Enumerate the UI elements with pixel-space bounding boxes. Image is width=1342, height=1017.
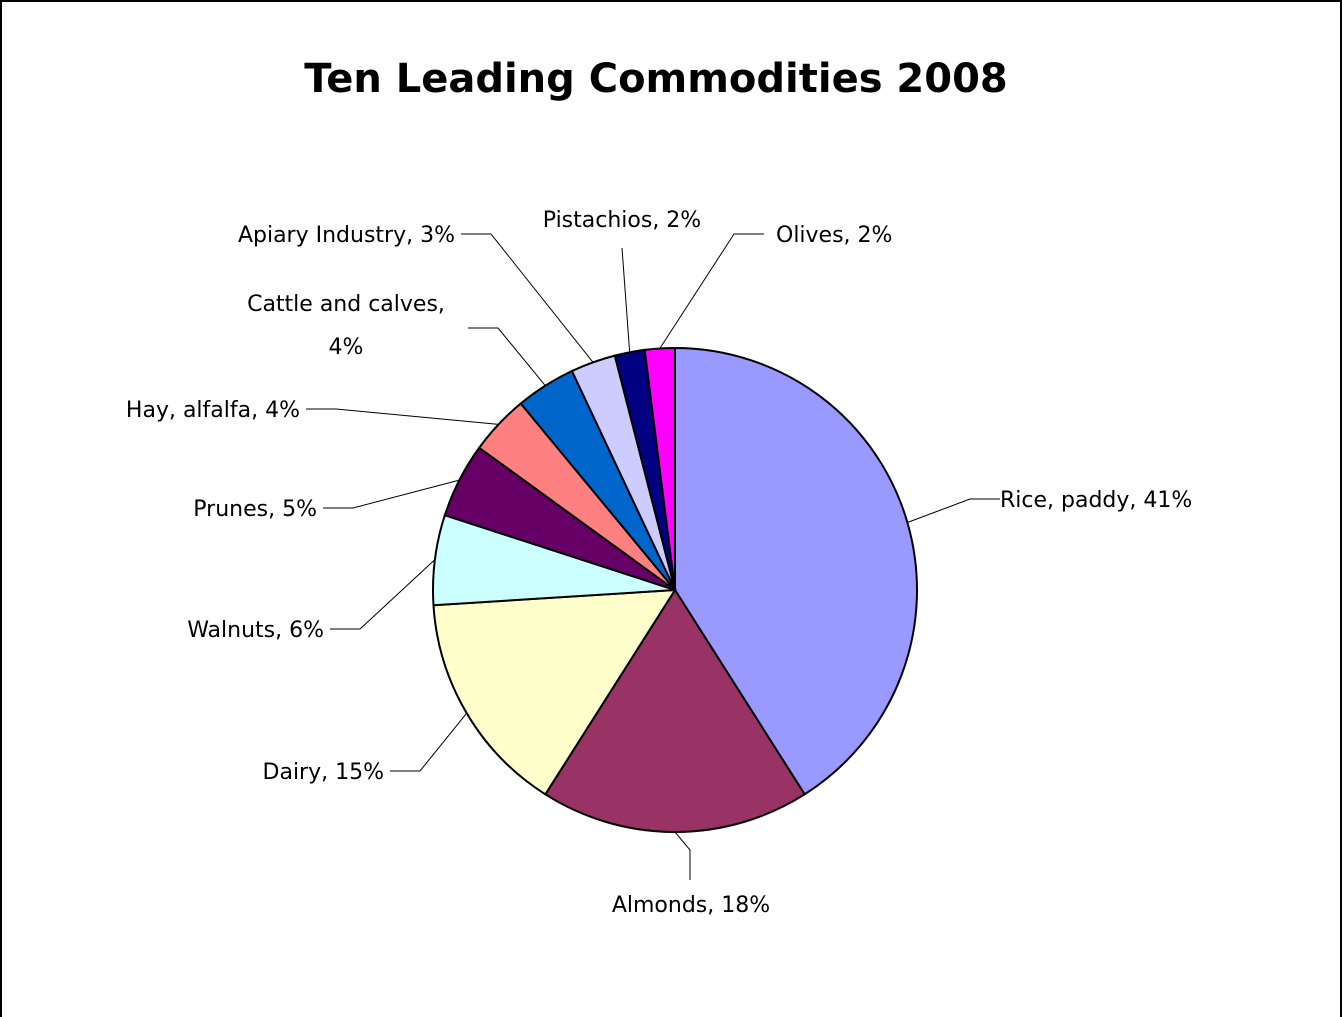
leader-line-olives [659, 233, 764, 349]
data-label-walnuts: Walnuts, 6% [187, 618, 324, 643]
data-label-dairy: Dairy, 15% [263, 760, 384, 785]
leader-lines [306, 233, 1000, 880]
data-label-cattle-and-calves: Cattle and calves, 4% [247, 292, 445, 360]
leader-line-prunes [323, 479, 460, 509]
data-label-apiary-industry: Apiary Industry, 3% [238, 223, 455, 248]
data-label-hay-alfalfa: Hay, alfalfa, 4% [126, 398, 300, 423]
data-label-almonds: Almonds, 18% [612, 893, 770, 918]
leader-line-apiary-industry [461, 233, 594, 363]
pie-slice-rice-paddy [674, 346, 918, 796]
leader-line-hay-alfalfa [306, 408, 499, 425]
leader-line-dairy [390, 712, 468, 772]
data-label-prunes: Prunes, 5% [193, 497, 317, 522]
chart-title: Ten Leading Commodities 2008 [304, 56, 1008, 102]
data-label-olives: Olives, 2% [776, 223, 892, 248]
pie-slice-almonds [543, 588, 807, 833]
data-label-pistachios: Pistachios, 2% [543, 208, 701, 233]
leader-line-rice-paddy [907, 498, 1000, 523]
pie-chart [432, 346, 918, 833]
data-label-rice-paddy: Rice, paddy, 41% [1000, 488, 1192, 513]
leader-line-pistachios [621, 247, 631, 353]
data-labels: Rice, paddy, 41% Almonds, 18% Dairy, 15% Wa… [126, 208, 1192, 918]
leader-line-almonds [674, 831, 691, 880]
leader-line-walnuts [330, 559, 436, 630]
leader-line-cattle-and-calves [468, 327, 546, 386]
pie-slice-dairy [432, 588, 677, 796]
